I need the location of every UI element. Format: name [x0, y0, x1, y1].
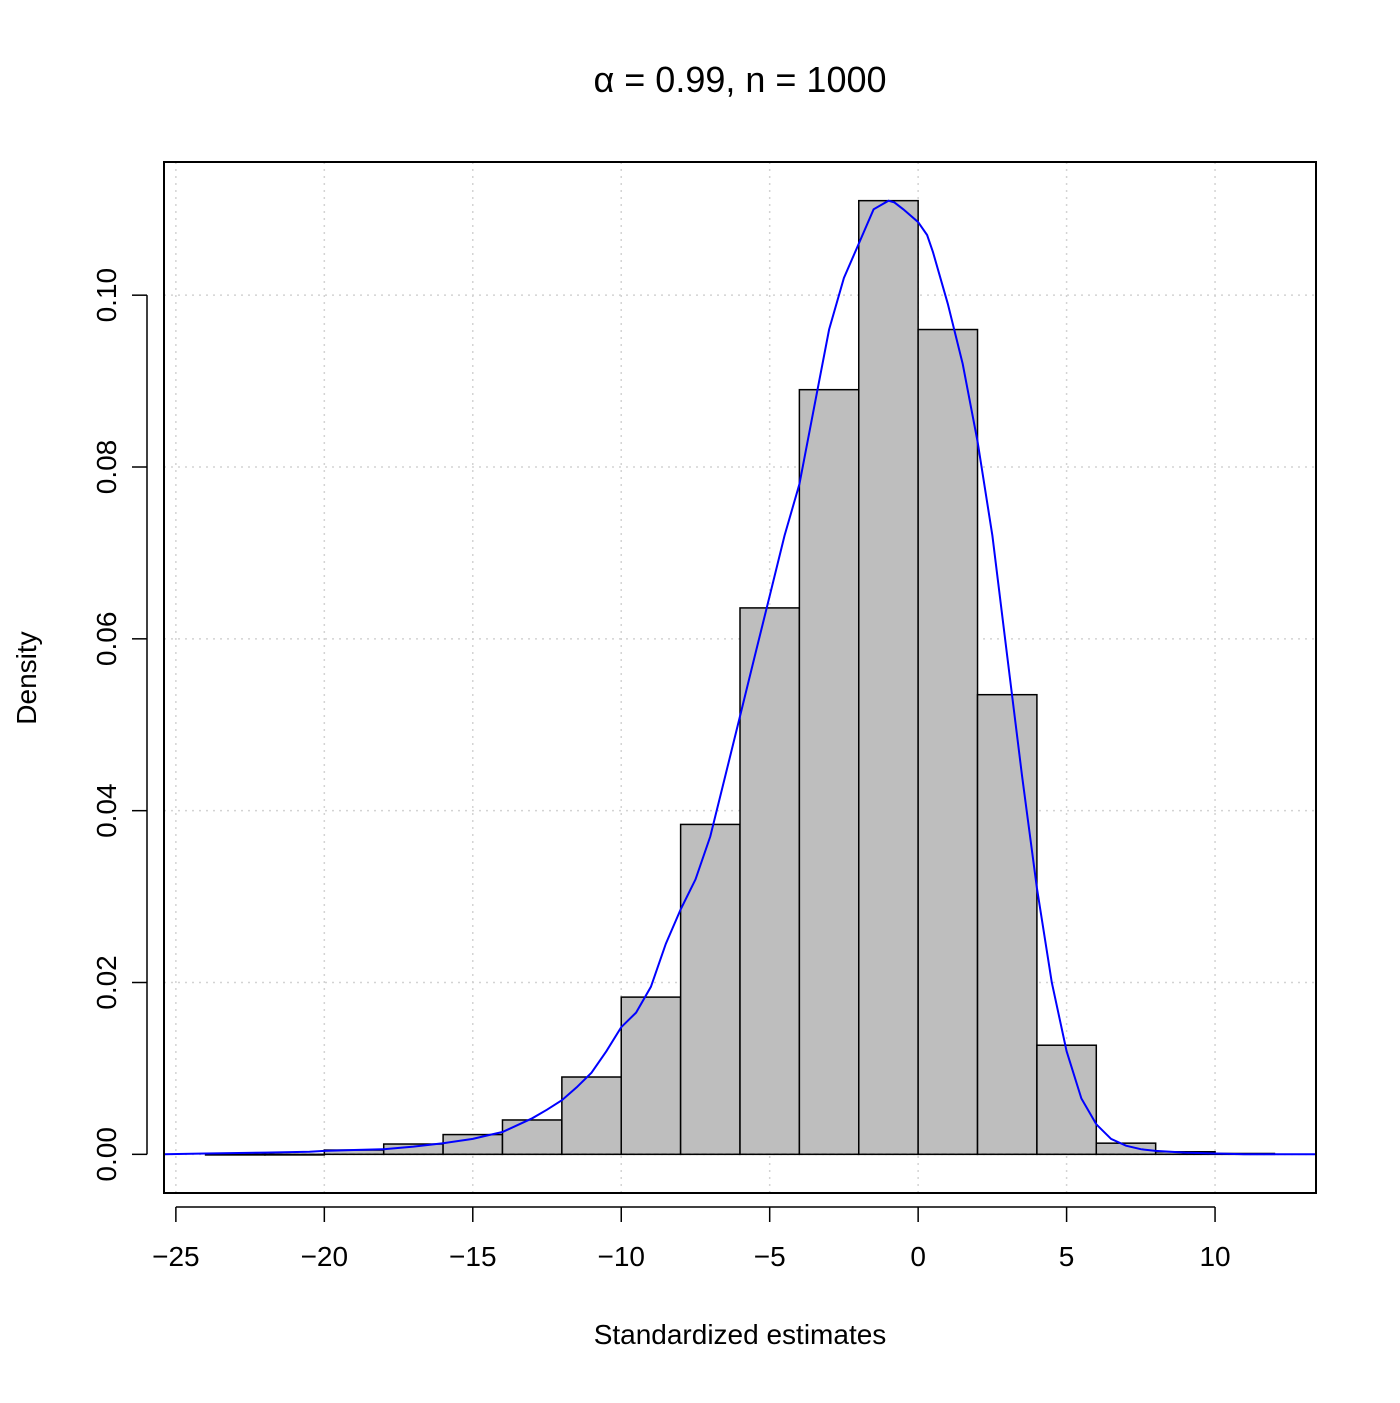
- x-tick-label: −15: [449, 1241, 497, 1272]
- x-tick-label: −20: [301, 1241, 349, 1272]
- x-tick-label: −10: [597, 1241, 645, 1272]
- y-tick-label: 0.04: [91, 783, 122, 838]
- x-axis: −25 −20 −15 −10 −5 0 5 10: [152, 1206, 1231, 1272]
- histogram-bar: [976, 693, 1038, 1156]
- y-tick-label: 0.10: [91, 268, 122, 323]
- density-curve: [163, 199, 1316, 1156]
- histogram-bar: [501, 1119, 563, 1156]
- y-axis-label: Density: [11, 631, 42, 724]
- y-tick-label: 0.00: [91, 1127, 122, 1182]
- histogram-bars: [204, 199, 1276, 1156]
- histogram-bar: [620, 996, 682, 1156]
- x-tick-label: −5: [754, 1241, 786, 1272]
- y-tick-label: 0.08: [91, 440, 122, 495]
- histogram-bar: [858, 199, 919, 1156]
- histogram-bar: [917, 328, 979, 1156]
- x-axis-label: Standardized estimates: [594, 1319, 887, 1350]
- y-axis: 0.00 0.02 0.04 0.06 0.08 0.10: [91, 268, 148, 1182]
- histogram-bar: [1036, 1044, 1098, 1156]
- plot-frame: [163, 161, 1317, 1194]
- x-tick-label: 0: [910, 1241, 926, 1272]
- histogram-bar: [798, 388, 860, 1156]
- y-tick-label: 0.02: [91, 955, 122, 1010]
- x-tick-label: 10: [1199, 1241, 1230, 1272]
- x-tick-label: 5: [1059, 1241, 1075, 1272]
- histogram-bar: [739, 607, 801, 1156]
- chart-title: α = 0.99, n = 1000: [593, 59, 886, 100]
- histogram-bar: [442, 1133, 504, 1156]
- y-tick-label: 0.06: [91, 612, 122, 667]
- x-tick-label: −25: [152, 1241, 200, 1272]
- histogram-bar: [679, 823, 741, 1156]
- histogram-bar: [561, 1076, 622, 1156]
